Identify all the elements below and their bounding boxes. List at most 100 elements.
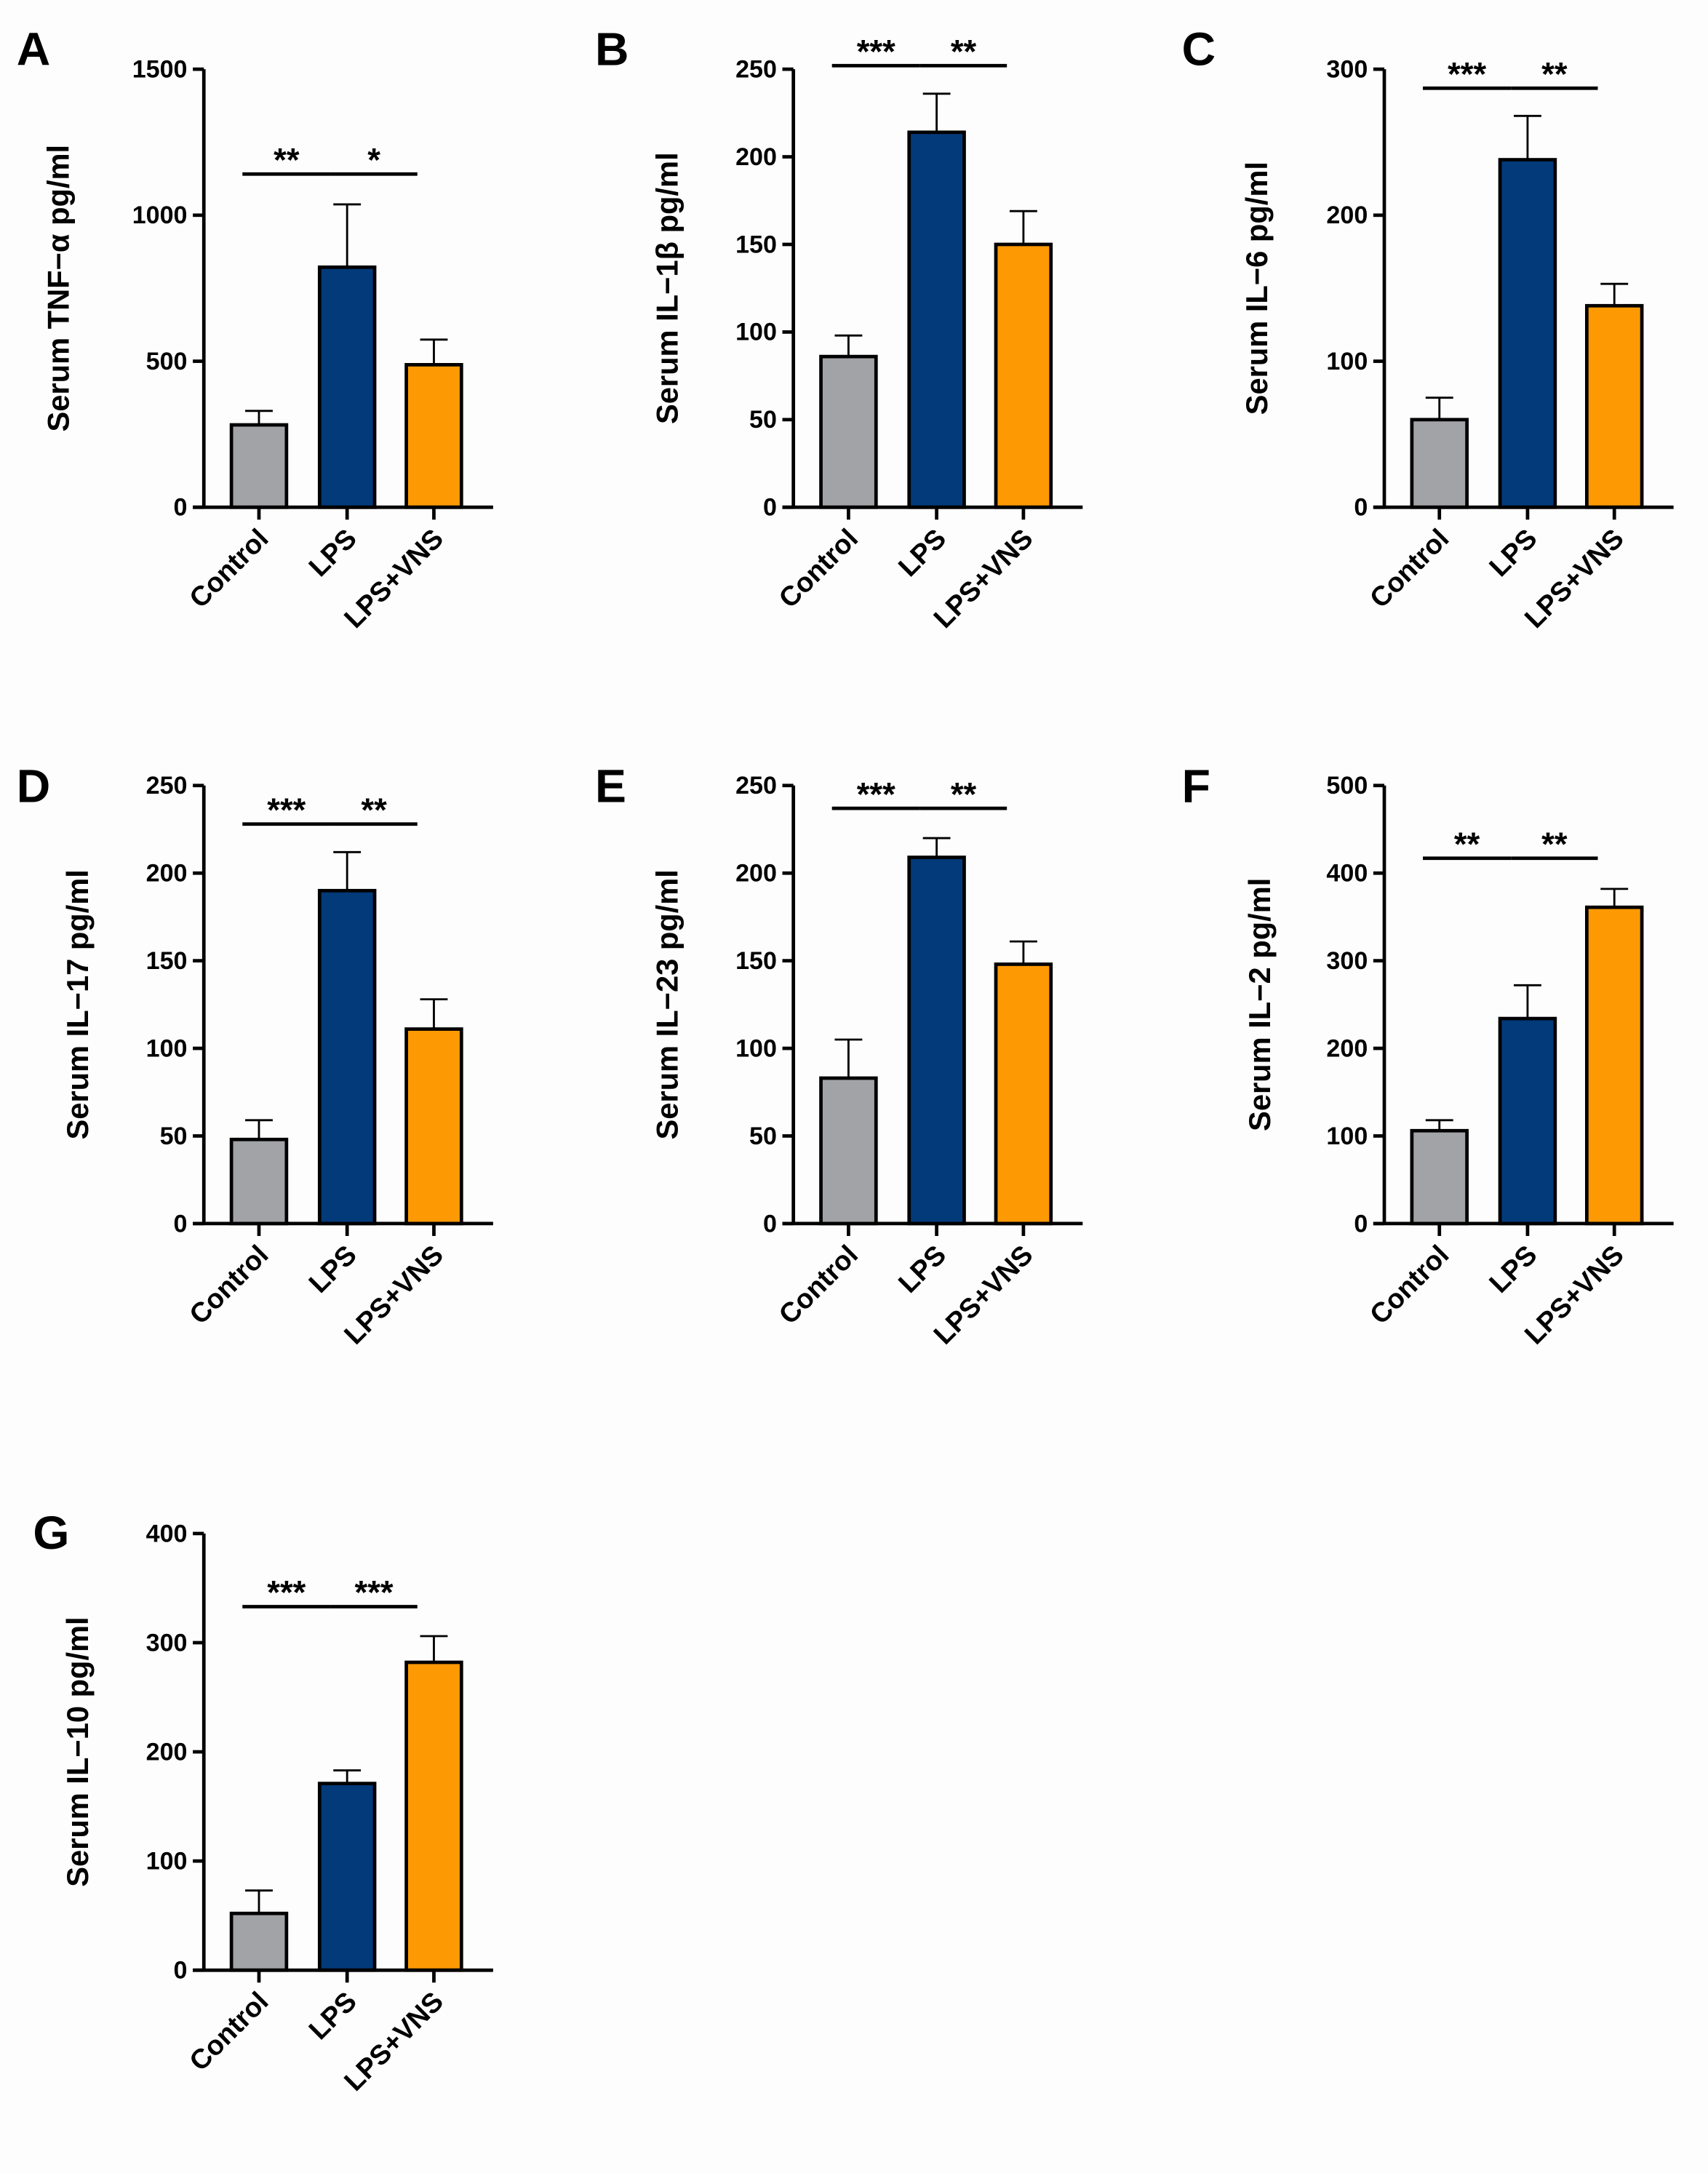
significance-label: *** xyxy=(267,792,306,829)
y-tick-label: 250 xyxy=(735,55,777,83)
bar-lps-vns xyxy=(994,962,1053,1226)
x-tick-label: Control xyxy=(184,523,275,614)
bar-control xyxy=(819,1076,878,1226)
panel-letter: F xyxy=(1182,759,1210,812)
x-tick-label: LPS xyxy=(303,523,363,583)
bar-lps xyxy=(317,265,377,509)
significance-label: *** xyxy=(355,1574,394,1611)
y-tick-label: 150 xyxy=(146,947,188,975)
bar-lps-vns xyxy=(1585,905,1644,1226)
y-tick-label: 0 xyxy=(174,1957,188,1985)
bar-lps-vns xyxy=(404,1660,463,1972)
y-tick-label: 200 xyxy=(1326,1034,1368,1062)
bar-lps xyxy=(317,888,377,1226)
y-tick-label: 400 xyxy=(146,1520,188,1547)
bar-lps xyxy=(1498,158,1557,509)
bar-control xyxy=(229,1911,289,1972)
bar-lps-vns xyxy=(404,1027,463,1226)
y-tick-label: 50 xyxy=(749,406,777,434)
x-tick-label: LPS xyxy=(303,1240,363,1299)
y-tick-label: 250 xyxy=(735,772,777,800)
y-axis-label: Serum IL−2 pg/ml xyxy=(1242,878,1277,1131)
x-tick-label: Control xyxy=(1364,1240,1455,1331)
significance-label: ** xyxy=(361,792,387,829)
y-tick-label: 0 xyxy=(174,494,188,522)
x-tick-label: Control xyxy=(184,1986,275,2077)
significance-label: *** xyxy=(267,1574,306,1611)
panel-letter: D xyxy=(17,759,51,812)
bar-lps xyxy=(907,856,966,1226)
y-tick-label: 100 xyxy=(146,1034,188,1062)
bar-lps-vns xyxy=(1585,303,1644,509)
panel-letter: G xyxy=(33,1507,69,1559)
y-tick-label: 100 xyxy=(1326,348,1368,375)
y-tick-label: 100 xyxy=(735,319,777,346)
bar-control xyxy=(1410,1128,1469,1226)
bar-lps-vns xyxy=(994,242,1053,509)
y-tick-label: 200 xyxy=(735,143,777,171)
y-tick-label: 0 xyxy=(1354,494,1368,522)
significance-label: *** xyxy=(857,33,895,71)
bar-lps-vns xyxy=(404,362,463,509)
y-tick-label: 100 xyxy=(735,1034,777,1062)
bar-control xyxy=(229,1137,289,1226)
significance-label: ** xyxy=(1541,55,1568,92)
y-axis-label: Serum IL−6 pg/ml xyxy=(1240,162,1274,415)
x-tick-label: LPS xyxy=(893,1240,952,1299)
y-tick-label: 200 xyxy=(735,860,777,888)
y-tick-label: 150 xyxy=(735,231,777,258)
y-tick-label: 500 xyxy=(146,348,188,375)
panel-letter: A xyxy=(17,23,51,75)
significance-label: ** xyxy=(274,141,300,178)
y-axis-label: Serum IL−17 pg/ml xyxy=(60,869,95,1139)
y-tick-label: 250 xyxy=(146,772,188,800)
y-tick-label: 0 xyxy=(1354,1210,1368,1237)
y-axis-label: Serum TNF−α pg/ml xyxy=(41,145,76,432)
x-tick-label: LPS xyxy=(1484,1240,1544,1299)
bar-lps xyxy=(907,130,966,509)
x-tick-label: LPS xyxy=(303,1986,363,2046)
y-tick-label: 100 xyxy=(146,1848,188,1875)
y-tick-label: 300 xyxy=(1326,55,1368,83)
panel-letter: E xyxy=(595,759,626,812)
y-tick-label: 200 xyxy=(146,1738,188,1766)
y-tick-label: 1000 xyxy=(132,202,188,229)
x-tick-label: Control xyxy=(1364,523,1455,614)
y-axis-label: Serum IL−10 pg/ml xyxy=(60,1616,95,1886)
y-tick-label: 0 xyxy=(763,494,777,522)
x-tick-label: LPS xyxy=(1484,523,1544,583)
panel-letter: B xyxy=(595,23,629,75)
significance-label: * xyxy=(367,141,380,178)
y-tick-label: 50 xyxy=(160,1123,188,1150)
y-tick-label: 1500 xyxy=(132,55,188,83)
x-tick-label: Control xyxy=(773,1240,864,1331)
x-tick-label: Control xyxy=(184,1240,275,1331)
y-tick-label: 500 xyxy=(1326,772,1368,800)
significance-label: *** xyxy=(857,775,895,813)
x-tick-label: Control xyxy=(773,523,864,614)
significance-label: ** xyxy=(1541,826,1568,863)
bar-control xyxy=(1410,418,1469,509)
y-tick-label: 50 xyxy=(749,1123,777,1150)
bar-control xyxy=(229,423,289,509)
y-tick-label: 300 xyxy=(1326,947,1368,975)
y-tick-label: 200 xyxy=(146,860,188,888)
y-tick-label: 300 xyxy=(146,1629,188,1656)
y-tick-label: 0 xyxy=(763,1210,777,1237)
x-tick-label: LPS xyxy=(893,523,952,583)
y-tick-label: 0 xyxy=(174,1210,188,1237)
y-tick-label: 100 xyxy=(1326,1123,1368,1150)
y-tick-label: 400 xyxy=(1326,860,1368,888)
bar-control xyxy=(819,354,878,509)
significance-label: ** xyxy=(951,775,977,813)
y-axis-label: Serum IL−23 pg/ml xyxy=(650,869,685,1139)
y-tick-label: 200 xyxy=(1326,202,1368,229)
